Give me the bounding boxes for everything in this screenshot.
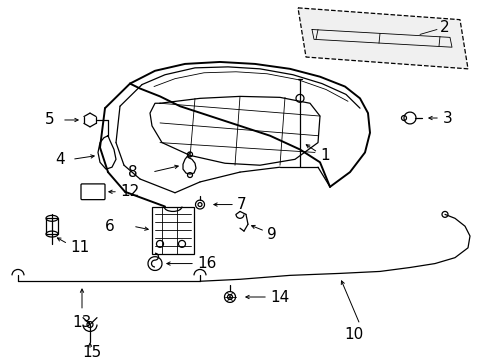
Text: 6: 6	[105, 219, 115, 234]
Text: 9: 9	[266, 226, 276, 242]
Text: 8: 8	[128, 165, 137, 180]
Text: 13: 13	[72, 315, 91, 330]
Text: 14: 14	[269, 289, 289, 305]
Text: 15: 15	[82, 345, 101, 360]
Text: 2: 2	[439, 20, 448, 35]
Polygon shape	[297, 8, 467, 69]
Text: 11: 11	[70, 240, 89, 255]
Text: 4: 4	[55, 152, 64, 167]
Text: 5: 5	[45, 112, 55, 127]
Text: 7: 7	[237, 197, 246, 212]
Text: 12: 12	[120, 184, 139, 199]
Text: 1: 1	[319, 148, 329, 163]
Text: 3: 3	[442, 111, 452, 126]
Text: 16: 16	[197, 256, 216, 271]
Bar	[152, 207, 194, 254]
Text: 10: 10	[343, 327, 363, 342]
Bar	[46, 218, 58, 234]
